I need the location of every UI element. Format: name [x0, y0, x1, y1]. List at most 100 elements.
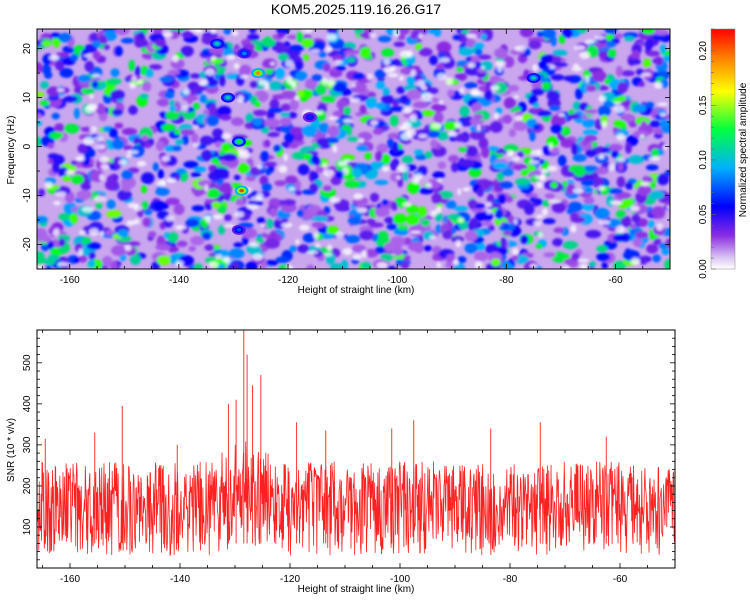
heatmap-cell [111, 109, 123, 116]
heatmap-x-label: Height of straight line (km) [298, 285, 415, 296]
heatmap-cell [62, 45, 76, 54]
heatmap-cell [369, 32, 376, 38]
heatmap-cell [83, 136, 95, 145]
heatmap-cell [536, 181, 543, 189]
heatmap-peak [214, 41, 220, 46]
heatmap-cell [155, 187, 170, 196]
heatmap-cell [651, 206, 666, 218]
heatmap-cell [302, 54, 310, 61]
heatmap-cell [533, 124, 542, 131]
heatmap-cell [280, 90, 297, 100]
heatmap-cell [199, 80, 209, 86]
heatmap-cell [484, 90, 493, 101]
heatmap-cell [284, 132, 296, 143]
heatmap-cell [285, 175, 298, 185]
heatmap-cell [508, 84, 519, 92]
heatmap-cell [206, 78, 219, 87]
heatmap-cell [419, 187, 434, 195]
heatmap-cell [474, 211, 487, 222]
heatmap-cell [312, 215, 329, 222]
heatmap-cell [332, 145, 338, 153]
heatmap-peak [241, 51, 247, 56]
heatmap-cell [53, 36, 60, 49]
heatmap-cell [37, 62, 43, 74]
heatmap-cell [402, 237, 413, 246]
heatmap-cell [641, 72, 652, 77]
heatmap-cell [627, 58, 642, 65]
heatmap-cell [361, 262, 372, 269]
heatmap-cell [262, 58, 277, 70]
heatmap-cell [278, 165, 288, 174]
heatmap-cell [598, 85, 609, 91]
heatmap-cell [222, 133, 232, 139]
heatmap-cell [430, 145, 447, 157]
heatmap-cell [568, 113, 581, 120]
heatmap-cell [246, 244, 262, 254]
heatmap-cell [377, 231, 389, 240]
heatmap-cell [328, 116, 339, 121]
heatmap-cell [469, 217, 479, 230]
heatmap-cell [652, 33, 667, 41]
heatmap-cell [156, 180, 167, 187]
heatmap-cell [382, 165, 390, 172]
heatmap-cell [180, 45, 194, 57]
heatmap-cell [654, 81, 663, 89]
heatmap-cell [140, 172, 155, 185]
snr-x-label: Height of straight line (km) [298, 584, 415, 595]
x-tick-label: -160 [60, 574, 80, 585]
heatmap-cell [612, 260, 627, 269]
heatmap-cell [105, 229, 114, 236]
heatmap-cell [416, 79, 426, 88]
heatmap-cell [115, 29, 130, 36]
heatmap-cell [86, 242, 102, 250]
heatmap-cell [311, 74, 323, 82]
heatmap-cell [389, 160, 398, 171]
heatmap-cell [188, 246, 196, 252]
y-tick-label: 500 [22, 354, 33, 371]
heatmap-cell [329, 197, 341, 203]
heatmap-cell [390, 201, 398, 211]
heatmap-cell [408, 241, 424, 252]
heatmap-cell [596, 245, 608, 253]
heatmap-cell [383, 66, 395, 73]
heatmap-cell [199, 94, 207, 104]
heatmap-cell [265, 167, 272, 176]
heatmap-cell [537, 110, 552, 117]
heatmap-cell [182, 89, 191, 95]
heatmap-cell [54, 123, 65, 133]
heatmap-cell [129, 253, 141, 266]
heatmap-cell [406, 75, 416, 86]
heatmap-cell [657, 102, 668, 107]
heatmap-cell [401, 155, 414, 164]
heatmap-cell [356, 207, 368, 213]
heatmap-cell [495, 60, 506, 67]
heatmap-cell [493, 112, 500, 120]
heatmap-cell [221, 142, 230, 152]
heatmap-cell [366, 73, 373, 81]
heatmap-cell [486, 209, 492, 215]
heatmap-cell [164, 90, 175, 99]
heatmap-cell [261, 232, 268, 239]
heatmap-cell [640, 181, 651, 187]
heatmap-cell [206, 115, 219, 127]
heatmap-cell [399, 95, 410, 105]
heatmap-cell [653, 238, 662, 246]
heatmap-cell [327, 125, 340, 137]
heatmap-cell [375, 102, 387, 110]
heatmap-cell [476, 124, 481, 132]
heatmap-cell [489, 121, 503, 133]
heatmap-cell [514, 45, 527, 52]
heatmap-cell [412, 178, 420, 184]
heatmap-cell [661, 247, 670, 256]
heatmap-cell [163, 31, 174, 38]
heatmap-cell [221, 153, 238, 162]
heatmap-cell [641, 29, 656, 35]
heatmap-cell [415, 154, 427, 161]
heatmap-cell [387, 73, 399, 78]
heatmap-cell [275, 256, 291, 264]
heatmap-cell [535, 214, 544, 219]
heatmap-cell [249, 167, 262, 176]
heatmap-cell [296, 31, 304, 43]
heatmap-cell [55, 52, 70, 58]
heatmap-cell [544, 193, 555, 199]
